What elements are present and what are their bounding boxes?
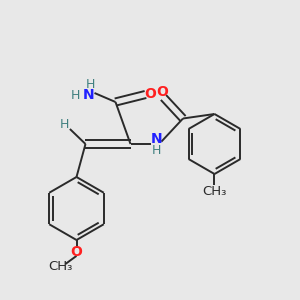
Text: H: H <box>60 118 69 131</box>
Text: CH₃: CH₃ <box>48 260 72 274</box>
Text: N: N <box>83 88 94 102</box>
Text: CH₃: CH₃ <box>202 184 227 198</box>
Text: O: O <box>156 85 168 98</box>
Text: O: O <box>144 88 156 101</box>
Text: H: H <box>70 88 80 102</box>
Text: N: N <box>151 132 162 145</box>
Text: O: O <box>70 245 83 259</box>
Text: H: H <box>85 78 95 92</box>
Text: H: H <box>152 144 161 157</box>
